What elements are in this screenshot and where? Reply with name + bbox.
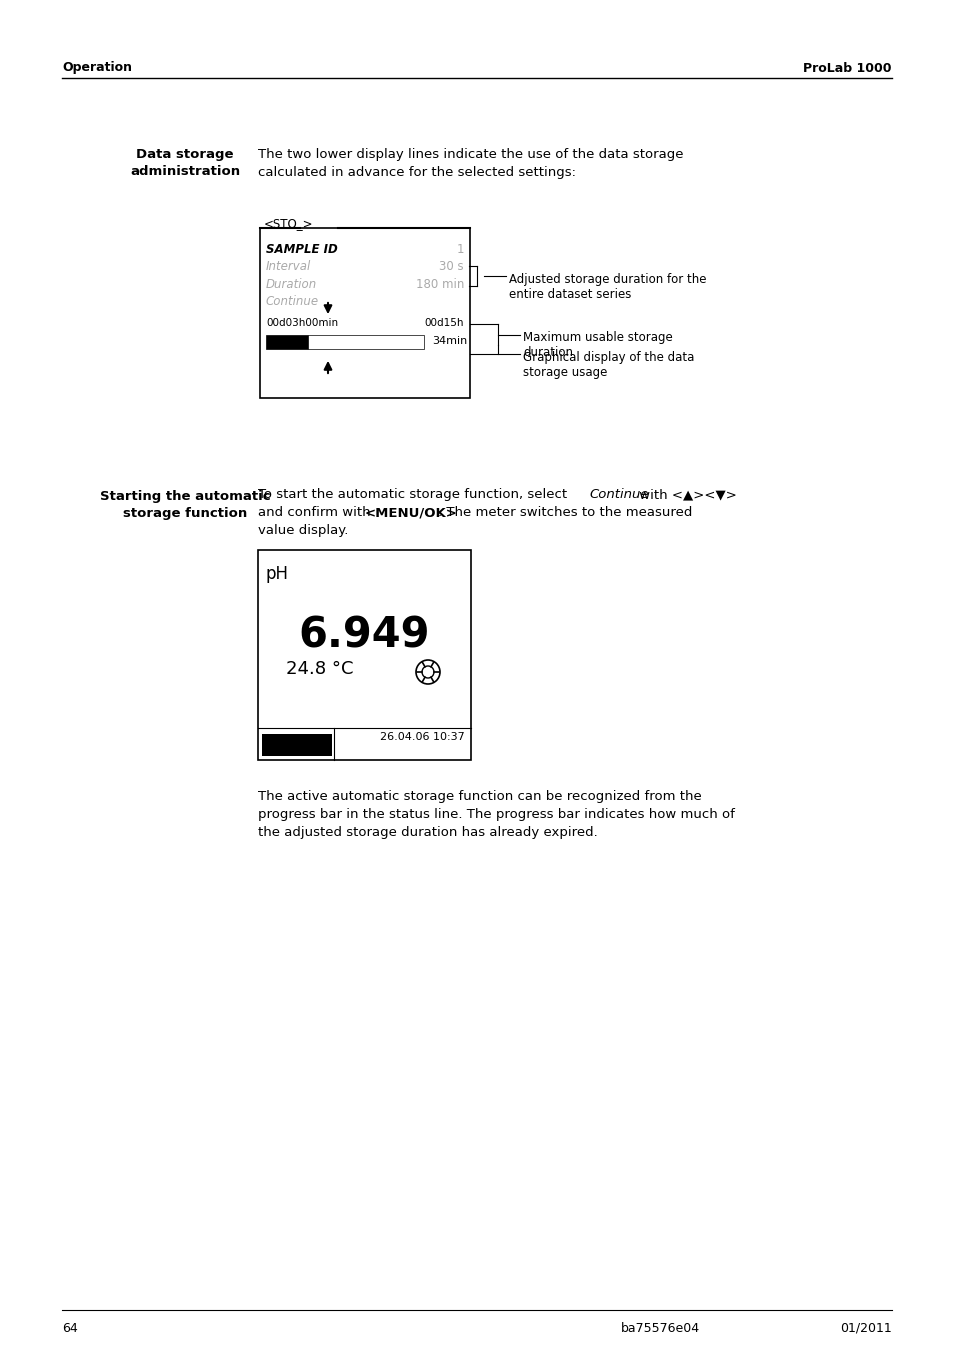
Text: 6.949: 6.949 <box>298 615 430 657</box>
Text: Adjusted storage duration for the
entire dataset series: Adjusted storage duration for the entire… <box>509 273 706 301</box>
Text: SAMPLE ID: SAMPLE ID <box>266 243 337 255</box>
Text: 00d03h00min: 00d03h00min <box>266 317 337 328</box>
Text: Maximum usable storage
duration: Maximum usable storage duration <box>522 331 672 359</box>
Text: 64: 64 <box>62 1321 77 1335</box>
Text: 01/2011: 01/2011 <box>840 1321 891 1335</box>
Text: storage function: storage function <box>123 507 247 520</box>
Text: progress bar in the status line. The progress bar indicates how much of: progress bar in the status line. The pro… <box>257 808 734 821</box>
Text: 00d15h: 00d15h <box>424 317 463 328</box>
Bar <box>257 550 471 761</box>
Text: <STO_>: <STO_> <box>264 218 314 230</box>
Text: Continue: Continue <box>588 488 648 501</box>
Text: administration: administration <box>130 165 240 178</box>
Text: 26.04.06 10:37: 26.04.06 10:37 <box>380 732 464 742</box>
Text: 30 s: 30 s <box>439 259 463 273</box>
Text: To start the automatic storage function, select: To start the automatic storage function,… <box>257 488 571 501</box>
Text: Starting the automatic: Starting the automatic <box>99 490 270 503</box>
Text: the adjusted storage duration has already expired.: the adjusted storage duration has alread… <box>257 825 598 839</box>
Text: Duration: Duration <box>266 278 317 290</box>
Text: . The meter switches to the measured: . The meter switches to the measured <box>437 507 692 519</box>
Text: Graphical display of the data
storage usage: Graphical display of the data storage us… <box>522 351 694 380</box>
Text: ba75576e04: ba75576e04 <box>619 1321 699 1335</box>
Text: and confirm with: and confirm with <box>257 507 375 519</box>
Text: value display.: value display. <box>257 524 348 536</box>
Text: ProLab 1000: ProLab 1000 <box>802 62 891 74</box>
Text: calculated in advance for the selected settings:: calculated in advance for the selected s… <box>257 166 576 178</box>
Bar <box>266 335 308 349</box>
Bar <box>262 734 332 757</box>
Text: Operation: Operation <box>62 62 132 74</box>
Text: Continue: Continue <box>266 295 319 308</box>
Text: with <▲><▼>: with <▲><▼> <box>635 488 736 501</box>
Text: 24.8 °C: 24.8 °C <box>286 661 354 678</box>
Text: Interval: Interval <box>266 259 311 273</box>
Bar <box>308 335 423 349</box>
Text: pH: pH <box>266 565 289 584</box>
Text: Data storage: Data storage <box>136 149 233 161</box>
Text: <MENU/OK>: <MENU/OK> <box>365 507 457 519</box>
Text: The active automatic storage function can be recognized from the: The active automatic storage function ca… <box>257 790 701 802</box>
Text: 1: 1 <box>456 243 463 255</box>
Text: The two lower display lines indicate the use of the data storage: The two lower display lines indicate the… <box>257 149 682 161</box>
Bar <box>260 228 470 399</box>
Text: 180 min: 180 min <box>416 278 463 290</box>
Text: 34min: 34min <box>432 336 467 346</box>
